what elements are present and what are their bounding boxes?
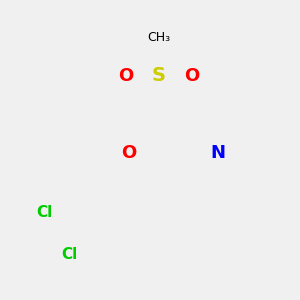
Circle shape [0, 0, 257, 300]
Text: CH₃: CH₃ [147, 31, 170, 44]
Text: O: O [118, 67, 134, 85]
Circle shape [0, 41, 282, 300]
Text: O: O [184, 67, 199, 85]
Text: Cl: Cl [36, 205, 52, 220]
Text: O: O [122, 144, 137, 162]
Text: Cl: Cl [61, 247, 78, 262]
Text: S: S [152, 66, 166, 85]
Text: N: N [211, 144, 226, 162]
